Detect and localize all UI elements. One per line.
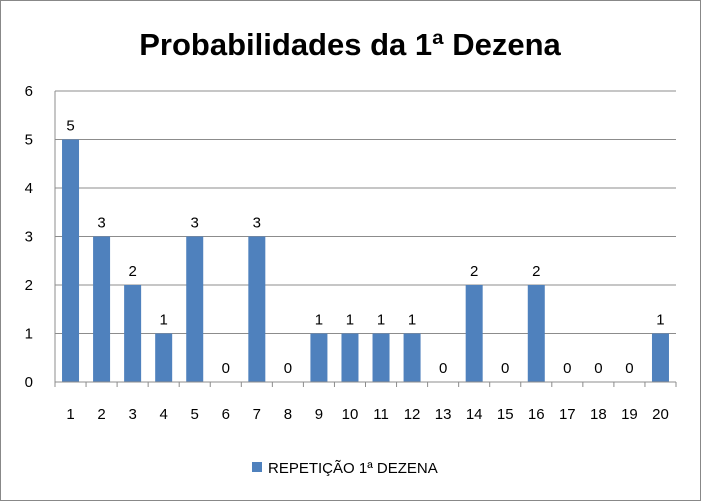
x-tick-label: 2 <box>97 406 105 423</box>
data-label: 1 <box>160 312 168 329</box>
x-tick-label: 4 <box>160 406 168 423</box>
x-tick-label: 15 <box>497 406 514 423</box>
data-label: 0 <box>594 360 602 377</box>
x-tick-label: 7 <box>253 406 261 423</box>
data-label: 5 <box>66 118 74 135</box>
y-tick-label: 0 <box>25 374 33 391</box>
x-tick-label: 9 <box>315 406 323 423</box>
legend-label: REPETIÇÃO 1ª DEZENA <box>268 460 438 477</box>
data-label: 1 <box>315 312 323 329</box>
bars: 5 3 2 1 3 0 3 0 1 1 1 1 0 2 0 2 0 0 0 1 <box>62 118 669 382</box>
data-label: 3 <box>191 215 199 232</box>
y-tick-label: 6 <box>25 83 33 100</box>
data-label: 1 <box>377 312 385 329</box>
data-label: 2 <box>532 263 540 280</box>
x-tick-label: 13 <box>435 406 452 423</box>
data-label: 2 <box>470 263 478 280</box>
data-label: 0 <box>284 360 292 377</box>
data-label: 1 <box>346 312 354 329</box>
gridlines <box>55 90 676 334</box>
data-label: 3 <box>97 215 105 232</box>
y-tick-label: 1 <box>25 326 33 343</box>
data-label: 1 <box>408 312 416 329</box>
y-tick-label: 5 <box>25 132 33 149</box>
y-tick-label: 4 <box>25 180 33 197</box>
x-tick-label: 14 <box>466 406 483 423</box>
x-tick-label: 19 <box>621 406 638 423</box>
x-tick-label: 12 <box>404 406 421 423</box>
data-label: 2 <box>128 263 136 280</box>
bar <box>403 333 421 382</box>
bar <box>372 333 390 382</box>
bar <box>248 236 266 382</box>
bar <box>124 285 142 382</box>
data-label: 0 <box>563 360 571 377</box>
x-tick-label: 18 <box>590 406 607 423</box>
bar <box>186 236 204 382</box>
x-tick-label: 16 <box>528 406 545 423</box>
x-tick-label: 10 <box>342 406 359 423</box>
x-tick-label: 11 <box>373 406 389 423</box>
x-tick-label: 8 <box>284 406 292 423</box>
x-tick-label: 5 <box>191 406 199 423</box>
bar <box>310 333 328 382</box>
bar <box>651 333 669 382</box>
data-label: 0 <box>222 360 230 377</box>
data-label: 0 <box>625 360 633 377</box>
x-tick-label: 6 <box>222 406 230 423</box>
bar <box>341 333 359 382</box>
x-tick-label: 17 <box>559 406 576 423</box>
x-tick-label: 20 <box>652 406 669 423</box>
chart-title: Probabilidades da 1ª Dezena <box>139 27 561 62</box>
data-label: 0 <box>439 360 447 377</box>
y-tick-label: 3 <box>25 229 33 246</box>
x-tick-label: 3 <box>128 406 136 423</box>
legend-swatch <box>252 462 262 472</box>
y-tick-label: 2 <box>25 277 33 294</box>
bar <box>527 285 545 382</box>
bar <box>93 236 111 382</box>
bar <box>62 139 80 382</box>
data-label: 3 <box>253 215 261 232</box>
bar <box>465 285 483 382</box>
legend: REPETIÇÃO 1ª DEZENA <box>252 460 438 477</box>
data-label: 1 <box>656 312 664 329</box>
data-label: 0 <box>501 360 509 377</box>
x-tick-label: 1 <box>66 406 74 423</box>
bar <box>155 333 173 382</box>
